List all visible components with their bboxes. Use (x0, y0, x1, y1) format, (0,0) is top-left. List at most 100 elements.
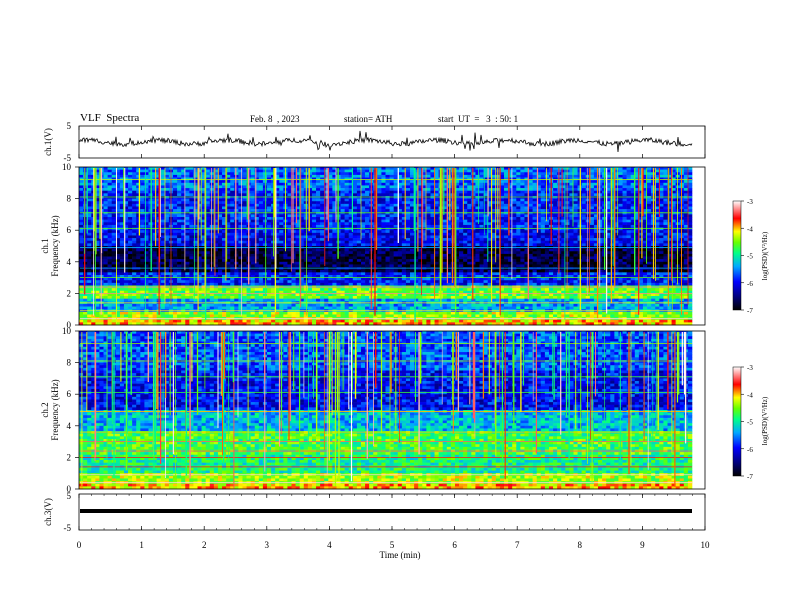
spectrogram-cell (585, 251, 591, 255)
spectrogram-cell (238, 167, 243, 170)
spectrogram-cell (111, 209, 117, 213)
spectrogram-cell (630, 227, 636, 231)
spectrogram-cell (663, 174, 668, 178)
spectrogram-cell (446, 177, 452, 181)
spectrogram-cell (291, 227, 296, 231)
spectrogram-cell (164, 177, 170, 181)
spectrogram-cell (213, 180, 219, 184)
spectrogram-cell (585, 169, 591, 173)
spectrogram-cell (581, 238, 587, 242)
spectrogram-cell (177, 174, 182, 178)
spectrogram-cell (299, 238, 305, 242)
spectrogram-cell (642, 180, 648, 184)
spectrogram-cell (177, 240, 182, 244)
spectrogram-cell (287, 235, 292, 239)
spectrogram-cell (217, 174, 223, 178)
spectrogram-cell (222, 167, 227, 170)
spectrogram-cell (536, 169, 542, 173)
spectrogram-cell (348, 238, 354, 242)
spectrogram-cell (344, 222, 350, 226)
spectrogram-cell (103, 203, 108, 207)
spectrogram-cell (520, 180, 525, 184)
spectrogram-cell (532, 222, 538, 226)
spectrogram-cell (614, 214, 619, 218)
spectrogram-cell (536, 206, 542, 210)
spectrogram-cell (316, 224, 321, 228)
spectrogram-cell (593, 214, 599, 218)
spectrogram-cell (324, 243, 329, 247)
spectrogram-cell (128, 198, 133, 202)
spectrogram-cell (573, 209, 578, 213)
spectrogram-cell (254, 248, 260, 252)
spectrogram-cell (230, 188, 235, 191)
spectrogram-cell (483, 193, 488, 197)
spectrogram-cell (316, 174, 321, 178)
spectrogram-cell (299, 167, 305, 170)
spectrogram-cell (463, 227, 468, 231)
spectrogram-cell (222, 172, 227, 176)
spectrogram-cell (381, 219, 386, 223)
spectrogram-cell (119, 217, 125, 220)
spectrogram-cell (115, 190, 121, 194)
spectrogram-cell (365, 217, 370, 220)
spectrogram-cell (213, 214, 219, 218)
spectrogram-cell (655, 174, 660, 178)
spectrogram-cell (565, 217, 570, 220)
spectrogram-cell (234, 188, 239, 191)
spectrogram-cell (316, 230, 321, 234)
spectrogram-cell (475, 243, 480, 247)
spectrogram-cell (532, 206, 538, 210)
spectrogram-cell (107, 177, 112, 181)
spectrogram-cell (512, 251, 517, 255)
spectrogram-cell (238, 169, 243, 173)
spectrogram-cell (528, 214, 533, 218)
spectrogram-cell (671, 174, 676, 178)
spectrogram-cell (544, 227, 550, 231)
spectrogram-cell (467, 198, 472, 202)
spectrogram-cell (516, 235, 521, 239)
spectrogram-cell (626, 238, 631, 242)
spectrogram-cell (410, 243, 415, 247)
spectrogram-cell (434, 193, 439, 197)
spectrogram-cell (630, 203, 636, 207)
spectrogram-cell (107, 222, 112, 226)
spectrogram-cell (217, 251, 223, 255)
spectrogram-cell (589, 214, 595, 218)
spectrogram-cell (459, 201, 464, 205)
spectrogram-cell (266, 188, 272, 191)
spectrogram-cell (622, 224, 627, 228)
spectrogram-cell (422, 235, 427, 239)
spectrogram-cell (103, 195, 108, 199)
spectrogram-cell (606, 235, 611, 239)
spectrogram-cell (217, 167, 223, 170)
spectrogram-cell (512, 195, 517, 199)
spectrogram-cell (152, 230, 157, 234)
spectrogram-cell (164, 217, 170, 220)
spectrogram-cell (119, 248, 125, 252)
spectrogram-cell (667, 188, 672, 191)
spectrogram-cell (434, 167, 439, 170)
spectrogram-cell (544, 235, 550, 239)
spectrogram-cell (430, 177, 435, 181)
spectrogram-cell (516, 195, 521, 199)
spectrogram-cell (111, 188, 117, 191)
spectrogram-cell (365, 209, 370, 213)
spectrogram-cell (111, 224, 117, 228)
spectrogram-cell (516, 167, 521, 170)
spectrogram-cell (471, 219, 476, 223)
spectrogram-cell (491, 195, 497, 199)
spectrogram-cell (164, 193, 170, 197)
spectrogram-cell (226, 217, 231, 220)
spectrogram-cell (516, 201, 521, 205)
spectrogram-cell (561, 240, 566, 244)
spectrogram-cell (123, 198, 129, 202)
spectrogram-cell (213, 201, 219, 205)
spectrogram-cell (344, 227, 350, 231)
spectrogram-cell (532, 180, 538, 184)
spectrogram-cell (414, 232, 419, 236)
spectrogram-cell (193, 238, 198, 242)
spectrogram-cell (140, 211, 145, 215)
spectrogram-cell (483, 195, 488, 199)
spectrogram-cell (295, 240, 300, 244)
spectrogram-cell (181, 209, 186, 213)
